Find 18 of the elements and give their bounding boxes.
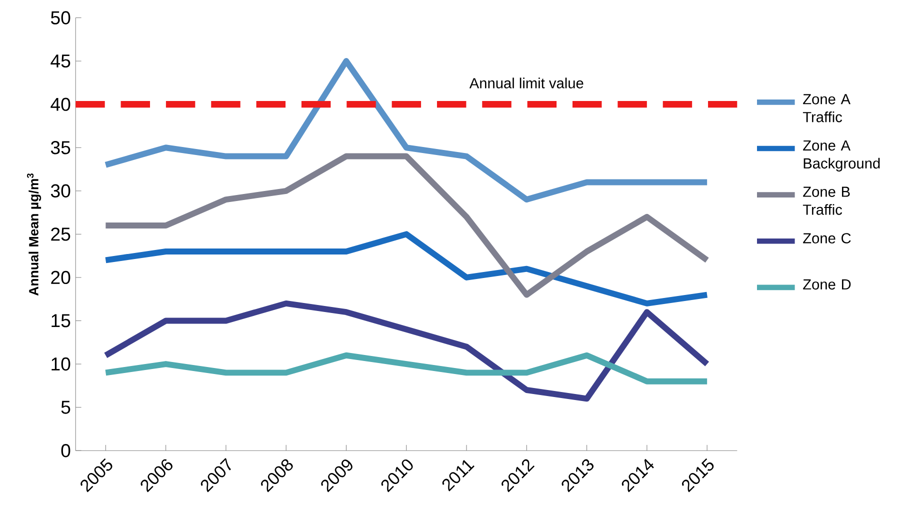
legend-label: Zone C [803,233,851,244]
y-tick-label: 5 [61,400,70,414]
y-tick-label: 15 [52,314,70,328]
y-tick-label: 45 [50,54,70,68]
y-tick-label: 35 [50,141,70,154]
ref-line-label: Annual limit value [469,78,584,88]
y-tick-label: 10 [52,357,70,371]
y-tick-label: 40 [50,98,70,111]
legend-label: Zone D [803,279,851,290]
y-tick-label: 25 [51,228,70,241]
legend-label: Zone B Traffic [802,186,850,215]
y-tick-label: 50 [50,11,70,24]
y-axis-title: Annual Mean µg/m$^{3}$ [26,173,42,296]
y-tick-label: 30 [50,184,70,198]
legend-label: Zone A Background [803,140,880,172]
legend-label: Zone A Traffic [802,94,851,122]
y-tick-label: 20 [51,270,70,284]
y-tick-label: 0 [61,444,70,458]
